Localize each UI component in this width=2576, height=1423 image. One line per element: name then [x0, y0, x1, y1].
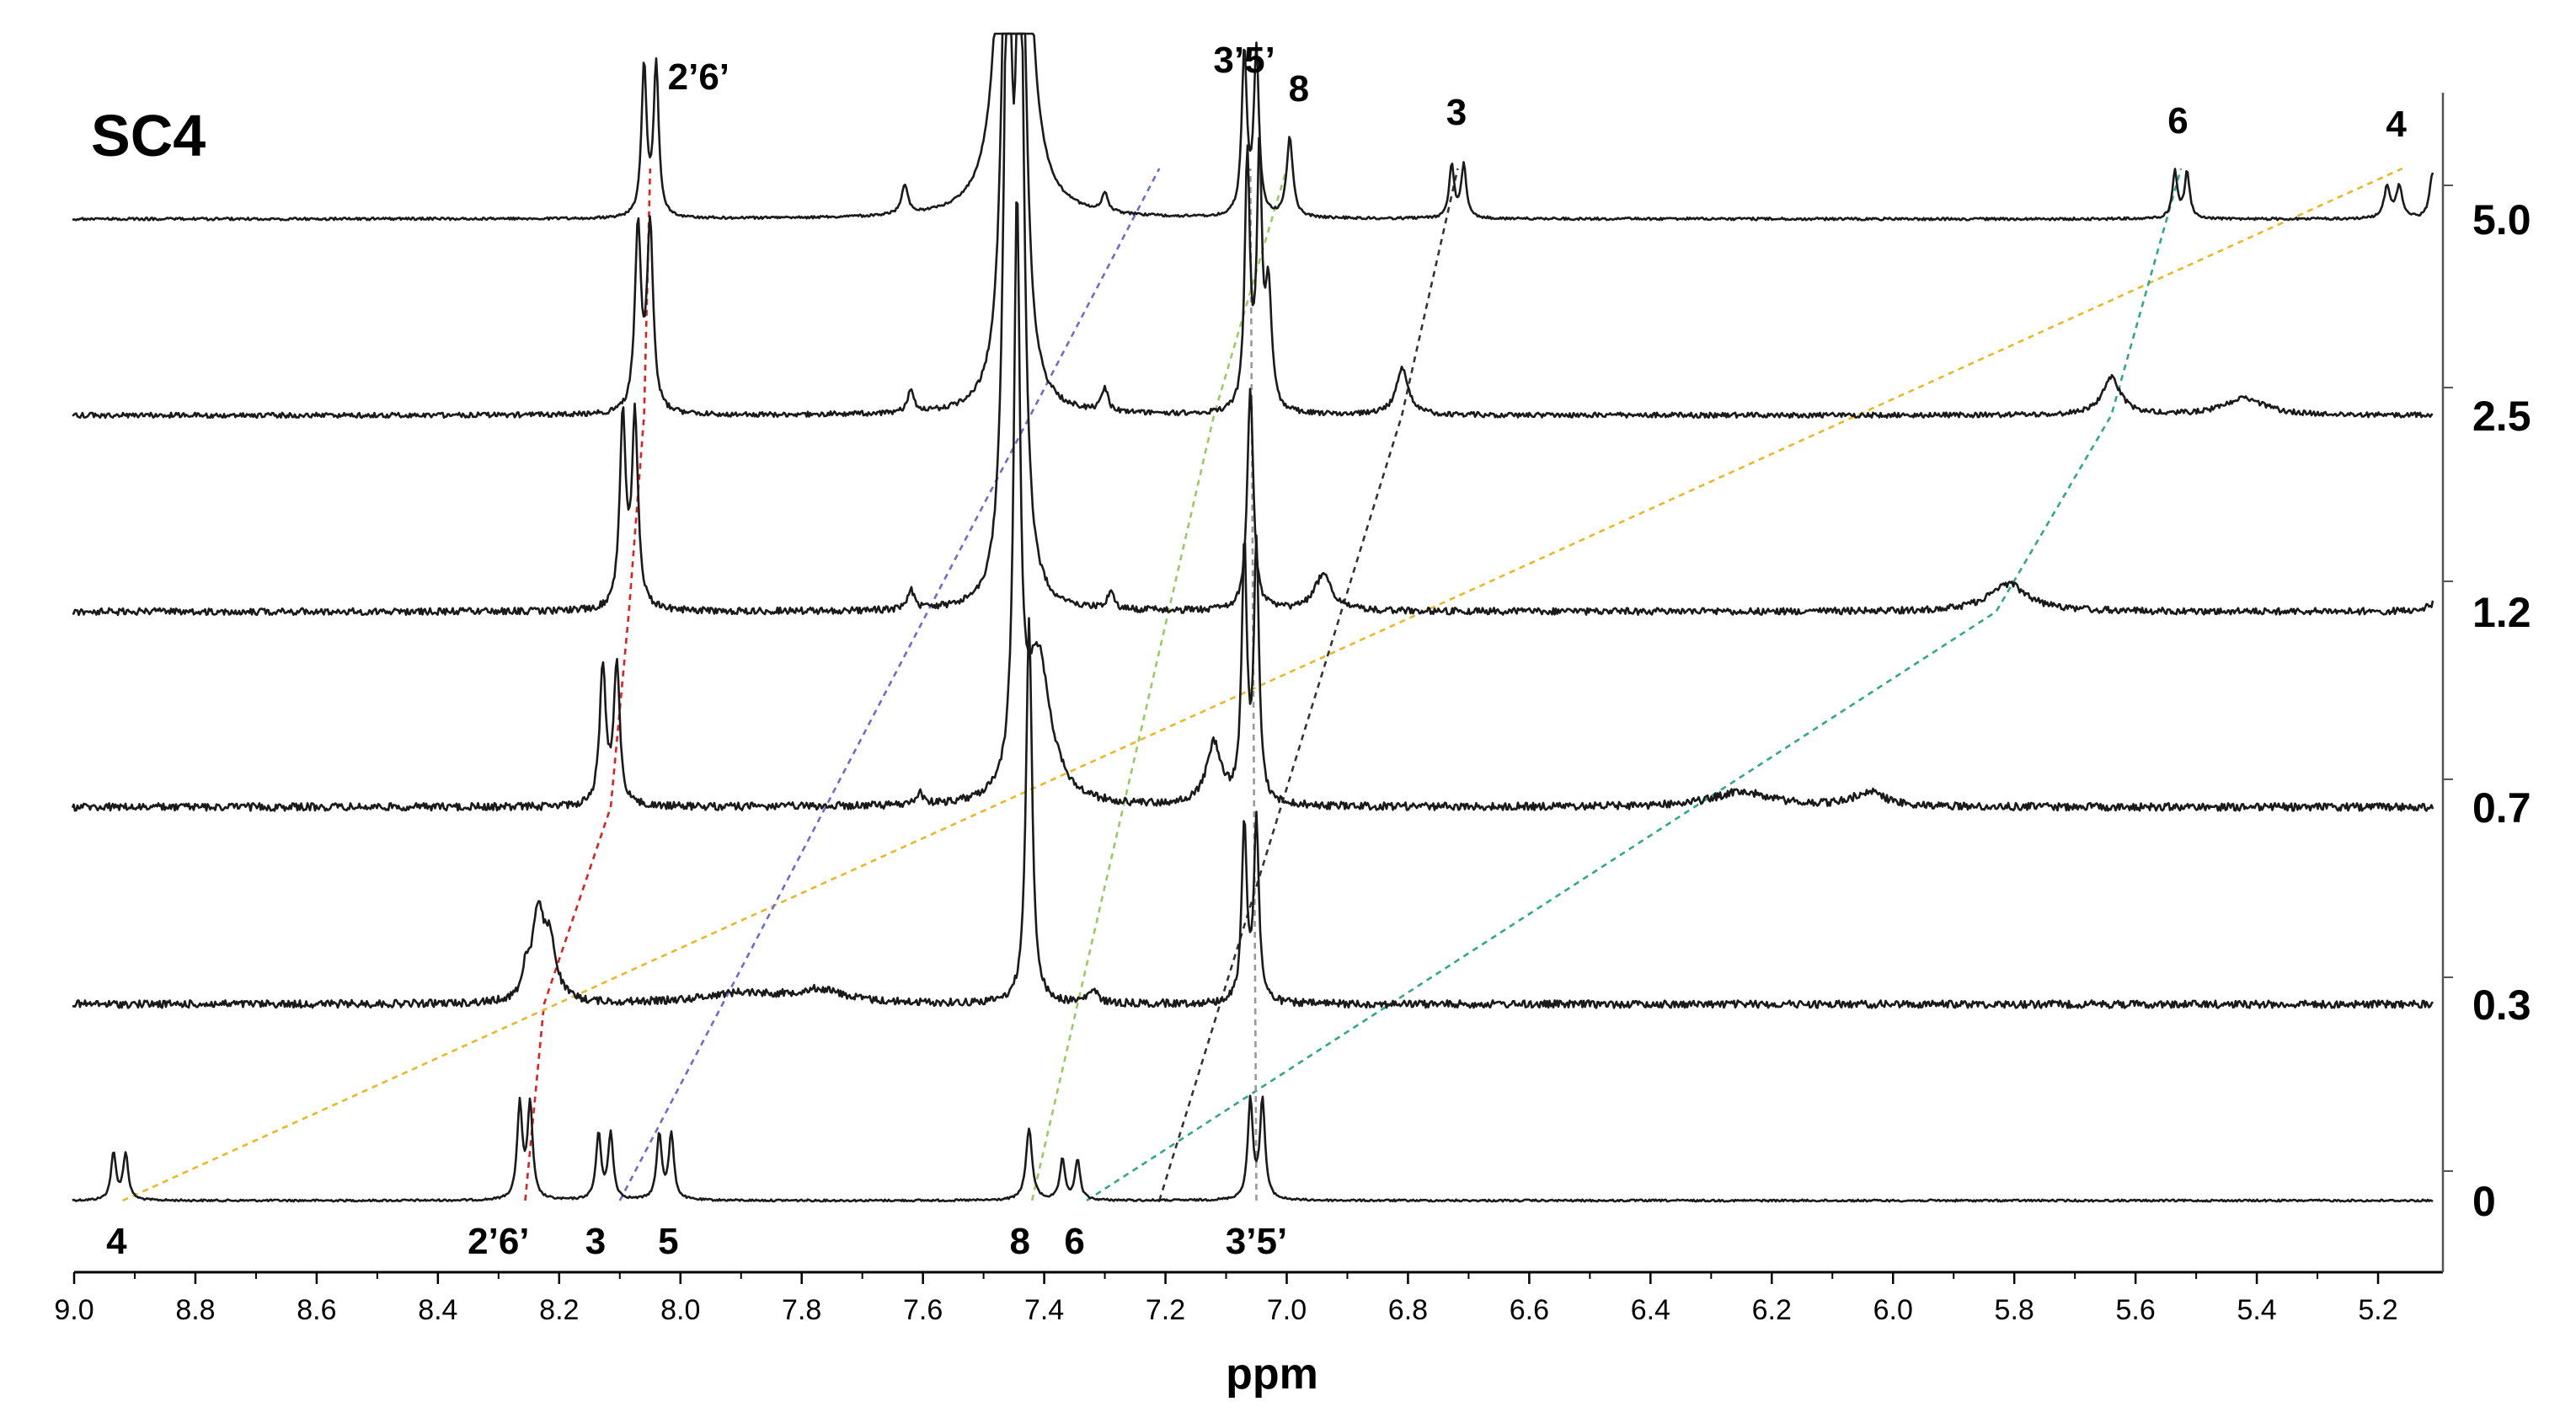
x-tick-label: 6.2	[1752, 1294, 1792, 1326]
peak-label-bottom: 3	[585, 1221, 606, 1262]
spectrum-trace-0.7	[71, 201, 2434, 812]
x-tick-label: 6.8	[1388, 1294, 1428, 1326]
peak-guide-line	[618, 168, 1161, 1201]
peak-label-bottom: 5	[658, 1221, 678, 1262]
x-tick-label: 6.6	[1510, 1294, 1549, 1326]
peak-guide-line	[1158, 168, 1459, 1201]
peak-label-top: 6	[2167, 100, 2188, 142]
x-tick-label: 8.4	[418, 1294, 457, 1326]
peak-label-bottom: 8	[1010, 1221, 1030, 1262]
concentration-label: 5.0	[2472, 196, 2531, 243]
peak-label-top: 3	[1446, 92, 1467, 133]
x-tick-label: 6.4	[1631, 1294, 1670, 1326]
concentration-labels: 0 0.3 0.7 1.2 2.5 5.0	[2472, 196, 2531, 1225]
peak-shift-guides	[122, 167, 2403, 1202]
peak-label-top: 2’6’	[668, 56, 730, 98]
peak-label-bottom: 3’5’	[1226, 1221, 1287, 1262]
x-tick-label: 5.8	[1995, 1294, 2034, 1326]
x-tick-label: 7.0	[1267, 1294, 1307, 1326]
peak-guide-line	[1249, 168, 1258, 1201]
x-tick-label: 8.6	[297, 1294, 336, 1326]
x-tick-label: 7.8	[782, 1294, 821, 1326]
x-tick-label: 5.6	[2115, 1294, 2155, 1326]
peak-label-bottom: 4	[106, 1221, 127, 1262]
concentration-label: 1.2	[2472, 589, 2531, 636]
concentration-label: 0.3	[2472, 982, 2531, 1029]
peak-label-top: 4	[2386, 104, 2407, 145]
peak-guide-line	[1086, 168, 2183, 1202]
peak-label-bottom: 6	[1064, 1221, 1084, 1262]
x-tick-label: 8.2	[539, 1294, 579, 1326]
peak-label-top: 8	[1289, 68, 1309, 110]
x-tick-label: 7.6	[903, 1294, 943, 1326]
x-tick-label: 8.8	[175, 1294, 215, 1326]
peak-label-top: 3’5’	[1213, 40, 1275, 81]
peak-guide-line	[122, 167, 2403, 1202]
x-tick-label: 6.0	[1873, 1294, 1913, 1326]
right-frame-ticks	[2443, 185, 2453, 1172]
spectrum-trace-0	[72, 1094, 2434, 1203]
x-axis-title: ppm	[1226, 1350, 1318, 1399]
spectrum-trace-5.0	[72, 32, 2434, 222]
x-tick-label: 8.0	[660, 1294, 700, 1326]
peak-label-bottom: 2’6’	[468, 1221, 529, 1262]
x-tick-label: 5.2	[2358, 1294, 2397, 1326]
concentration-label: 0	[2472, 1178, 2496, 1225]
x-tick-label: 7.2	[1146, 1294, 1185, 1326]
spectrum-trace-2.5	[72, 32, 2434, 420]
x-tick-label: 7.4	[1024, 1294, 1064, 1326]
spectrum-trace-1.2	[72, 32, 2434, 617]
spectrum-trace-0.3	[72, 617, 2434, 1009]
spectra-traces	[71, 32, 2434, 1203]
concentration-label: 2.5	[2472, 393, 2531, 440]
x-axis-ticks: 9.0 8.8 8.6 8.4 8.2 8.0 7.8 7.6 7.4 7.2 7.0 6.8 6.6 6…	[54, 1272, 2398, 1326]
peak-assignment-labels: 4 2’6’ 3 5 8 6 3’5’2’6’ 3’5’83 6 4	[106, 40, 2407, 1262]
x-tick-label: 5.4	[2237, 1294, 2276, 1326]
peak-guide-line	[524, 168, 652, 1201]
x-tick-label: 9.0	[54, 1294, 94, 1326]
concentration-label: 0.7	[2472, 784, 2531, 832]
chart-title: SC4	[91, 103, 206, 169]
